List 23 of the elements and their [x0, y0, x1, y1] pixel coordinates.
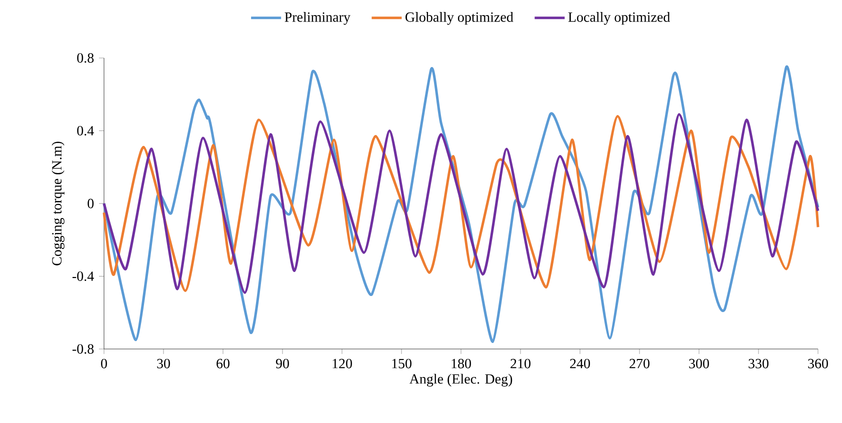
- x-tick-label: 360: [808, 358, 828, 368]
- x-tick-label: 0: [101, 358, 107, 368]
- x-tick-label: 180: [452, 358, 471, 368]
- x-tick-label: 150: [392, 358, 412, 368]
- x-tick-label: 60: [216, 358, 230, 368]
- legend-label: Globally optimized: [406, 12, 514, 25]
- y-axis-title: Cogging torque (N.m): [52, 142, 64, 266]
- x-tick-label: 30: [157, 358, 170, 368]
- x-tick-label: 90: [276, 358, 289, 368]
- legend-label: Locally optimized: [568, 12, 670, 25]
- y-tick-label: 0.4: [77, 126, 94, 136]
- x-tick-label: 330: [748, 358, 768, 368]
- legend-label: Preliminary: [284, 12, 350, 25]
- y-tick-label: -0.8: [72, 344, 94, 354]
- x-tick-label: 210: [510, 358, 530, 368]
- x-tick-label: 120: [332, 358, 352, 368]
- x-axis-title: Angle (Elec. Deg): [409, 374, 512, 387]
- y-tick-label: 0: [88, 198, 94, 208]
- y-tick-label: -0.4: [72, 271, 94, 282]
- x-tick-label: 300: [689, 358, 709, 368]
- x-tick-label: 240: [570, 358, 590, 368]
- y-tick-label: 0.8: [77, 53, 94, 63]
- x-tick-label: 270: [630, 358, 650, 368]
